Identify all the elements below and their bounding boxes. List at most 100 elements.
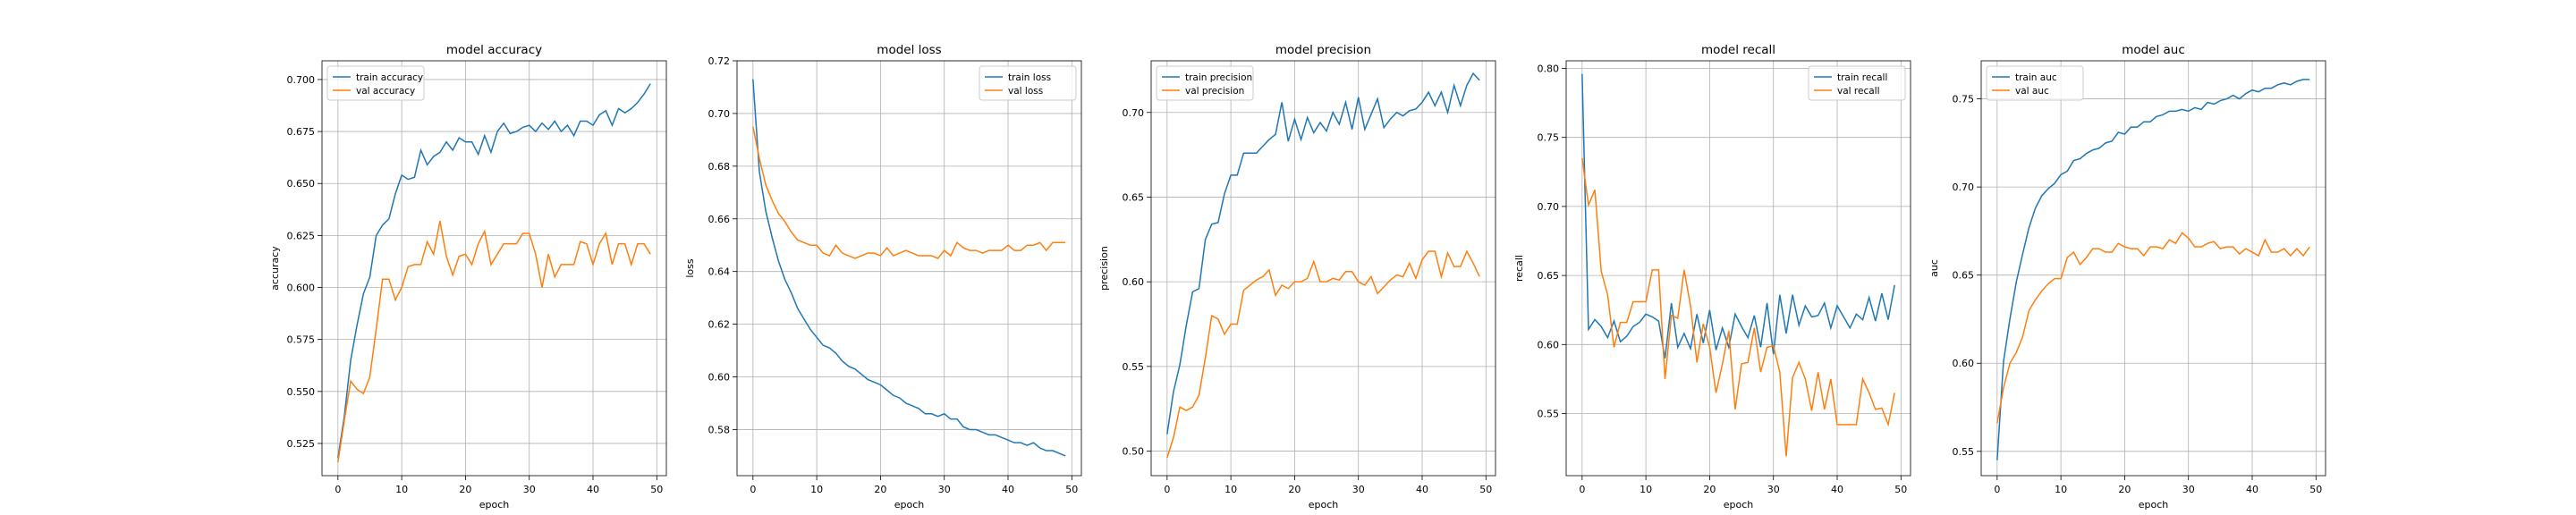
y-axis-label: recall — [1513, 255, 1525, 282]
y-axis-label: precision — [1098, 246, 1110, 291]
legend-label: val recall — [1837, 86, 1880, 97]
y-tick-label: 0.60 — [1953, 358, 1975, 369]
y-tick-label: 0.65 — [1538, 270, 1560, 282]
y-tick-label: 0.65 — [1953, 270, 1975, 282]
y-tick-label: 0.625 — [287, 230, 316, 241]
y-tick-label: 0.60 — [1123, 276, 1145, 288]
x-tick-label: 40 — [587, 484, 599, 495]
x-tick-label: 30 — [1767, 484, 1780, 495]
x-tick-label: 50 — [1894, 484, 1907, 495]
legend-box — [1808, 65, 1906, 101]
y-axis-label: loss — [684, 258, 696, 278]
y-tick-label: 0.72 — [708, 55, 731, 67]
x-axis-label: epoch — [1309, 499, 1339, 511]
legend-label: train accuracy — [356, 72, 423, 83]
y-tick-label: 0.65 — [1123, 191, 1145, 203]
legend: train loss val loss — [979, 65, 1077, 101]
chart-title: model precision — [1275, 43, 1371, 57]
y-tick-label: 0.60 — [708, 372, 731, 384]
series-line-train-loss — [752, 79, 1066, 457]
x-tick-label: 50 — [1479, 484, 1492, 495]
axes-frame — [1980, 60, 2326, 477]
axes-frame — [736, 60, 1082, 477]
series-line-val-auc — [1996, 232, 2310, 424]
x-tick-label: 40 — [1416, 484, 1428, 495]
legend-label: val auc — [2015, 86, 2049, 97]
y-tick-label: 0.62 — [708, 319, 731, 331]
x-tick-label: 30 — [2182, 484, 2195, 495]
legend-box — [1986, 65, 2084, 101]
x-tick-label: 40 — [1831, 484, 1843, 495]
series-line-train-accuracy — [337, 83, 651, 459]
x-axis-label: epoch — [894, 499, 925, 511]
y-tick-label: 0.70 — [1538, 201, 1560, 213]
y-tick-label: 0.70 — [708, 108, 731, 120]
x-tick-label: 10 — [1640, 484, 1652, 495]
x-tick-label: 0 — [1164, 484, 1170, 495]
chart-title: model recall — [1701, 43, 1775, 57]
x-tick-label: 10 — [1224, 484, 1237, 495]
y-tick-label: 0.66 — [708, 214, 731, 225]
x-tick-label: 20 — [1288, 484, 1301, 495]
series-line-val-precision — [1166, 249, 1480, 459]
x-tick-label: 20 — [459, 484, 471, 495]
y-tick-label: 0.58 — [708, 424, 731, 435]
y-tick-label: 0.575 — [287, 334, 316, 346]
axes-frame — [1565, 60, 1911, 477]
y-tick-label: 0.75 — [1538, 132, 1560, 144]
x-tick-label: 0 — [1994, 484, 2000, 495]
chart-title: model auc — [2122, 43, 2185, 57]
y-tick-label: 0.600 — [287, 283, 316, 294]
legend-label: train precision — [1185, 72, 1252, 83]
legend: train recall val recall — [1808, 65, 1906, 101]
y-axis-label: auc — [1928, 259, 1940, 277]
legend-box — [1156, 65, 1254, 101]
y-tick-label: 0.675 — [287, 126, 316, 138]
chart-panel: 0 10 20 30 40 50 0.50 0.55 0.60 0.65 0.70 model pre… — [1098, 43, 1496, 511]
x-tick-label: 0 — [750, 484, 756, 495]
y-tick-label: 0.80 — [1538, 63, 1560, 74]
y-tick-label: 0.60 — [1538, 339, 1560, 350]
x-tick-label: 20 — [2118, 484, 2131, 495]
legend-label: val accuracy — [356, 86, 415, 97]
y-tick-label: 0.64 — [708, 266, 731, 278]
x-tick-label: 40 — [2246, 484, 2258, 495]
series-line-val-recall — [1581, 157, 1895, 457]
x-tick-label: 0 — [335, 484, 341, 495]
legend-label: train loss — [1008, 72, 1051, 83]
axes-frame — [1150, 60, 1496, 477]
legend-label: train auc — [2015, 72, 2057, 83]
x-tick-label: 50 — [1065, 484, 1078, 495]
legend: train precision val precision — [1156, 65, 1254, 101]
axes-frame — [321, 60, 667, 477]
chart-title: model accuracy — [446, 43, 542, 57]
legend-label: val loss — [1008, 86, 1043, 97]
chart-panel: 0 10 20 30 40 50 0.55 0.60 0.65 0.70 0.75 0.80 model… — [1513, 43, 1911, 511]
legend: train auc val auc — [1986, 65, 2084, 101]
legend-box — [326, 65, 425, 101]
y-tick-label: 0.525 — [287, 438, 316, 450]
x-tick-label: 10 — [395, 484, 408, 495]
x-tick-label: 40 — [1002, 484, 1014, 495]
series-line-train-auc — [1996, 79, 2310, 460]
chart-panel: 0 10 20 30 40 50 0.55 0.60 0.65 0.70 0.75 model auc… — [1928, 43, 2326, 511]
y-tick-label: 0.75 — [1953, 94, 1975, 106]
x-tick-label: 0 — [1579, 484, 1585, 495]
x-tick-label: 50 — [650, 484, 663, 495]
x-tick-label: 30 — [523, 484, 536, 495]
y-tick-label: 0.70 — [1123, 107, 1145, 119]
x-axis-label: epoch — [2139, 499, 2169, 511]
series-line-val-accuracy — [337, 220, 651, 462]
legend-label: train recall — [1837, 72, 1887, 83]
x-axis-label: epoch — [479, 499, 510, 511]
y-tick-label: 0.50 — [1123, 446, 1145, 458]
y-tick-label: 0.55 — [1123, 361, 1145, 373]
y-tick-label: 0.68 — [708, 161, 731, 173]
x-tick-label: 30 — [938, 484, 951, 495]
x-tick-label: 30 — [1352, 484, 1365, 495]
y-axis-label: accuracy — [269, 246, 281, 291]
x-tick-label: 10 — [810, 484, 823, 495]
series-line-val-loss — [752, 126, 1066, 259]
y-tick-label: 0.550 — [287, 386, 316, 398]
